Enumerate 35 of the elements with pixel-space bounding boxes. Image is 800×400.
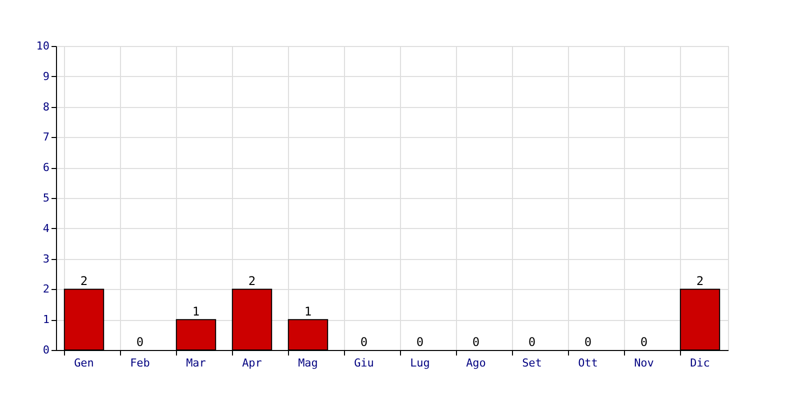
y-tick-label: 2 xyxy=(42,282,50,296)
y-tick-label: 1 xyxy=(42,313,50,326)
y-tick-label: 7 xyxy=(42,130,50,144)
y-tick-label: 9 xyxy=(42,70,50,83)
x-tick-label: Feb xyxy=(130,356,150,370)
data-label: 2 xyxy=(80,274,88,288)
x-tick-label: Set xyxy=(522,356,542,370)
y-tick-label: 6 xyxy=(42,161,50,174)
data-label: 2 xyxy=(248,274,256,288)
data-label: 0 xyxy=(416,335,424,349)
y-tick-label: 8 xyxy=(42,100,50,114)
x-tick-label: Apr xyxy=(242,356,262,370)
x-tick-label: Gen xyxy=(74,356,94,370)
data-label: 0 xyxy=(584,335,592,349)
data-label: 0 xyxy=(472,335,480,349)
x-tick-label: Mag xyxy=(298,356,318,370)
data-label: 2 xyxy=(696,274,704,288)
y-tick-label: 4 xyxy=(42,222,50,235)
data-label: 1 xyxy=(304,304,312,319)
data-label: 1 xyxy=(192,304,200,319)
x-tick-label: Ago xyxy=(466,356,486,370)
y-tick-label: 0 xyxy=(42,344,50,356)
data-label: 0 xyxy=(360,335,368,349)
data-label: 0 xyxy=(640,335,648,349)
x-tick-label: Ott xyxy=(578,356,598,370)
x-tick-label: Lug xyxy=(410,356,430,370)
x-tick-label: Dic xyxy=(690,356,710,370)
y-tick-label: 5 xyxy=(42,192,50,204)
x-tick-label: Nov xyxy=(634,356,654,370)
data-label: 0 xyxy=(136,335,144,349)
x-tick-label: Giu xyxy=(354,356,374,370)
x-tick-label: Mar xyxy=(186,356,206,370)
y-tick-label: 10 xyxy=(36,40,50,52)
y-tick-label: 3 xyxy=(42,252,50,266)
data-label: 0 xyxy=(528,335,536,349)
